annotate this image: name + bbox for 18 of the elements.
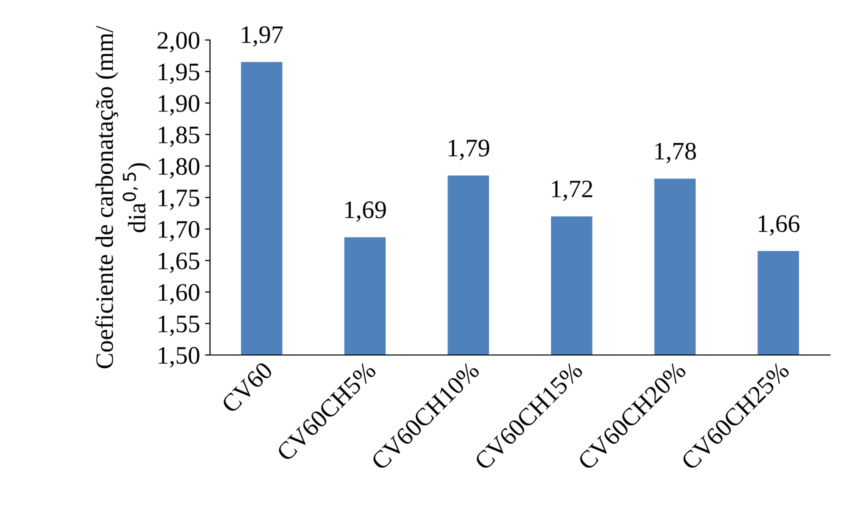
y-tick-label: 1,70 (158, 221, 200, 242)
data-label: 1,97 (242, 26, 283, 47)
data-label: 1,79 (448, 140, 490, 160)
y-tick-label: 1,90 (158, 95, 200, 116)
y-tick-label: 1,75 (158, 190, 200, 210)
y-tick-label: 1,80 (158, 158, 200, 179)
y-tick-label: 1,85 (158, 126, 200, 148)
y-axis-title: Coeficiente de carbonatação (mm/ dia$^{0,5}$) (95, 26, 151, 368)
y-tick-label: 2,00 (158, 32, 200, 53)
y-tick-label: 1,60 (158, 284, 200, 305)
y-tick-label: 1,50 (158, 347, 200, 368)
y-tick-label: 1,65 (158, 252, 200, 274)
y-tick-label: 1,95 (158, 64, 200, 84)
y-tick-label: 1,55 (158, 316, 200, 336)
data-label: 1,78 (655, 142, 696, 164)
data-label: 1,69 (345, 201, 386, 222)
data-label: 1,66 (758, 215, 800, 236)
data-label: 1,72 (552, 180, 592, 202)
